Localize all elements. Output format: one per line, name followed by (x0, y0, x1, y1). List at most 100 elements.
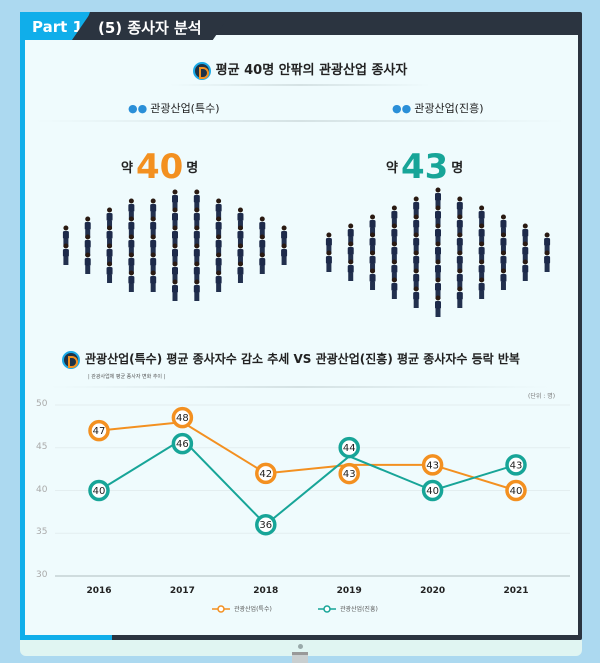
person-icon (84, 234, 91, 256)
x-tick-label: 2019 (336, 586, 362, 596)
people-crowd-promotion (325, 187, 551, 317)
frame-accent (20, 35, 25, 640)
logo-icon (192, 61, 211, 80)
person-icon (150, 252, 157, 274)
person-icon (456, 250, 463, 272)
person-icon (391, 205, 398, 227)
person-icon (369, 250, 376, 272)
person-icon (259, 216, 266, 238)
power-dot (298, 644, 303, 649)
part-label: Part 1 (20, 12, 90, 40)
screen (25, 35, 578, 635)
x-tick-label: 2021 (503, 586, 529, 596)
person-icon (456, 286, 463, 308)
data-label: 40 (93, 486, 106, 497)
person-icon (172, 243, 178, 265)
x-tick-label: 2016 (86, 586, 112, 596)
person-icon (237, 225, 244, 247)
person-icon (193, 225, 200, 247)
count-special: 약40 명 (121, 147, 199, 187)
person-icon (478, 259, 485, 281)
person-icon (413, 196, 420, 218)
person-icon (106, 261, 113, 283)
person-icon (391, 241, 398, 263)
section-title: (5) 종사자 분석 (72, 12, 232, 40)
person-icon (413, 214, 420, 236)
person-icon (172, 261, 178, 283)
person-icon (128, 252, 135, 274)
data-point: 48 (171, 406, 194, 429)
person-icon (172, 207, 178, 229)
y-tick-label: 50 (36, 399, 48, 409)
data-label: 46 (176, 439, 189, 450)
person-icon (347, 241, 354, 263)
person-icon (259, 234, 266, 256)
data-label: 48 (176, 413, 189, 424)
person-icon (62, 243, 69, 265)
person-icon (456, 196, 463, 218)
person-icon (237, 207, 244, 229)
data-point: 40 (505, 479, 527, 502)
people-crowd-special (62, 189, 288, 301)
count-promotion: 약43 명 (386, 147, 464, 187)
person-icon (456, 232, 463, 254)
data-point: 40 (421, 479, 444, 502)
data-label: 44 (343, 443, 356, 454)
summary-heading: 평균 40명 안팎의 관광산업 종사자 (0, 59, 600, 80)
y-tick-label: 30 (36, 570, 48, 580)
data-label: 42 (259, 469, 272, 480)
logo-icon (62, 350, 80, 369)
person-icon (106, 207, 113, 229)
monitor-stand (292, 652, 308, 663)
divider (170, 84, 430, 86)
person-icon (325, 232, 332, 254)
person-icon (435, 187, 441, 209)
person-icon (325, 250, 332, 272)
person-icon (347, 223, 354, 245)
person-icon (150, 234, 157, 256)
data-point: 44 (338, 436, 360, 459)
data-label: 40 (510, 486, 523, 497)
person-icon (369, 214, 376, 236)
person-icon (522, 241, 529, 263)
person-icon (128, 234, 135, 256)
person-icon (150, 198, 157, 220)
person-icon (193, 207, 200, 229)
count-value: 40 (135, 147, 184, 187)
person-icon (500, 250, 507, 272)
data-point: 43 (421, 454, 444, 476)
person-icon (150, 270, 157, 292)
person-icon (369, 268, 376, 290)
person-icon (413, 232, 420, 254)
person-icon (215, 252, 222, 274)
legend-marker-special (212, 604, 230, 613)
data-label: 43 (426, 460, 439, 471)
person-icon (281, 243, 288, 265)
series-line (98, 421, 517, 492)
summary-title: 평균 40명 안팎의 관광산업 종사자 (215, 63, 408, 78)
person-icon (391, 259, 398, 281)
person-icon (172, 225, 178, 247)
data-label: 40 (426, 486, 439, 497)
person-icon (215, 198, 222, 220)
person-icon (544, 232, 551, 254)
chart-subtitle: | 관광사업체 평균 종사자 변화 추이 | (88, 374, 166, 380)
chart-heading: 관광산업(특수) 평균 종사자수 감소 추세 VS 관광산업(진흥) 평균 종사… (62, 350, 520, 369)
series-line (98, 437, 517, 527)
person-icon (522, 223, 529, 245)
person-icon (413, 286, 420, 308)
frame-accent-bottom (20, 635, 112, 640)
people-icon: ●● (128, 102, 148, 115)
person-icon (435, 223, 441, 245)
person-icon (500, 232, 507, 254)
person-icon (522, 259, 529, 281)
group-label-special: ●● 관광산업(특수) (128, 102, 220, 115)
person-icon (500, 214, 507, 236)
data-point: 36 (255, 513, 277, 536)
person-icon (478, 223, 485, 245)
data-label: 47 (93, 426, 106, 437)
person-icon (172, 279, 178, 301)
y-tick-label: 35 (36, 527, 48, 538)
legend-marker-promotion (318, 604, 336, 613)
person-icon (237, 243, 244, 265)
